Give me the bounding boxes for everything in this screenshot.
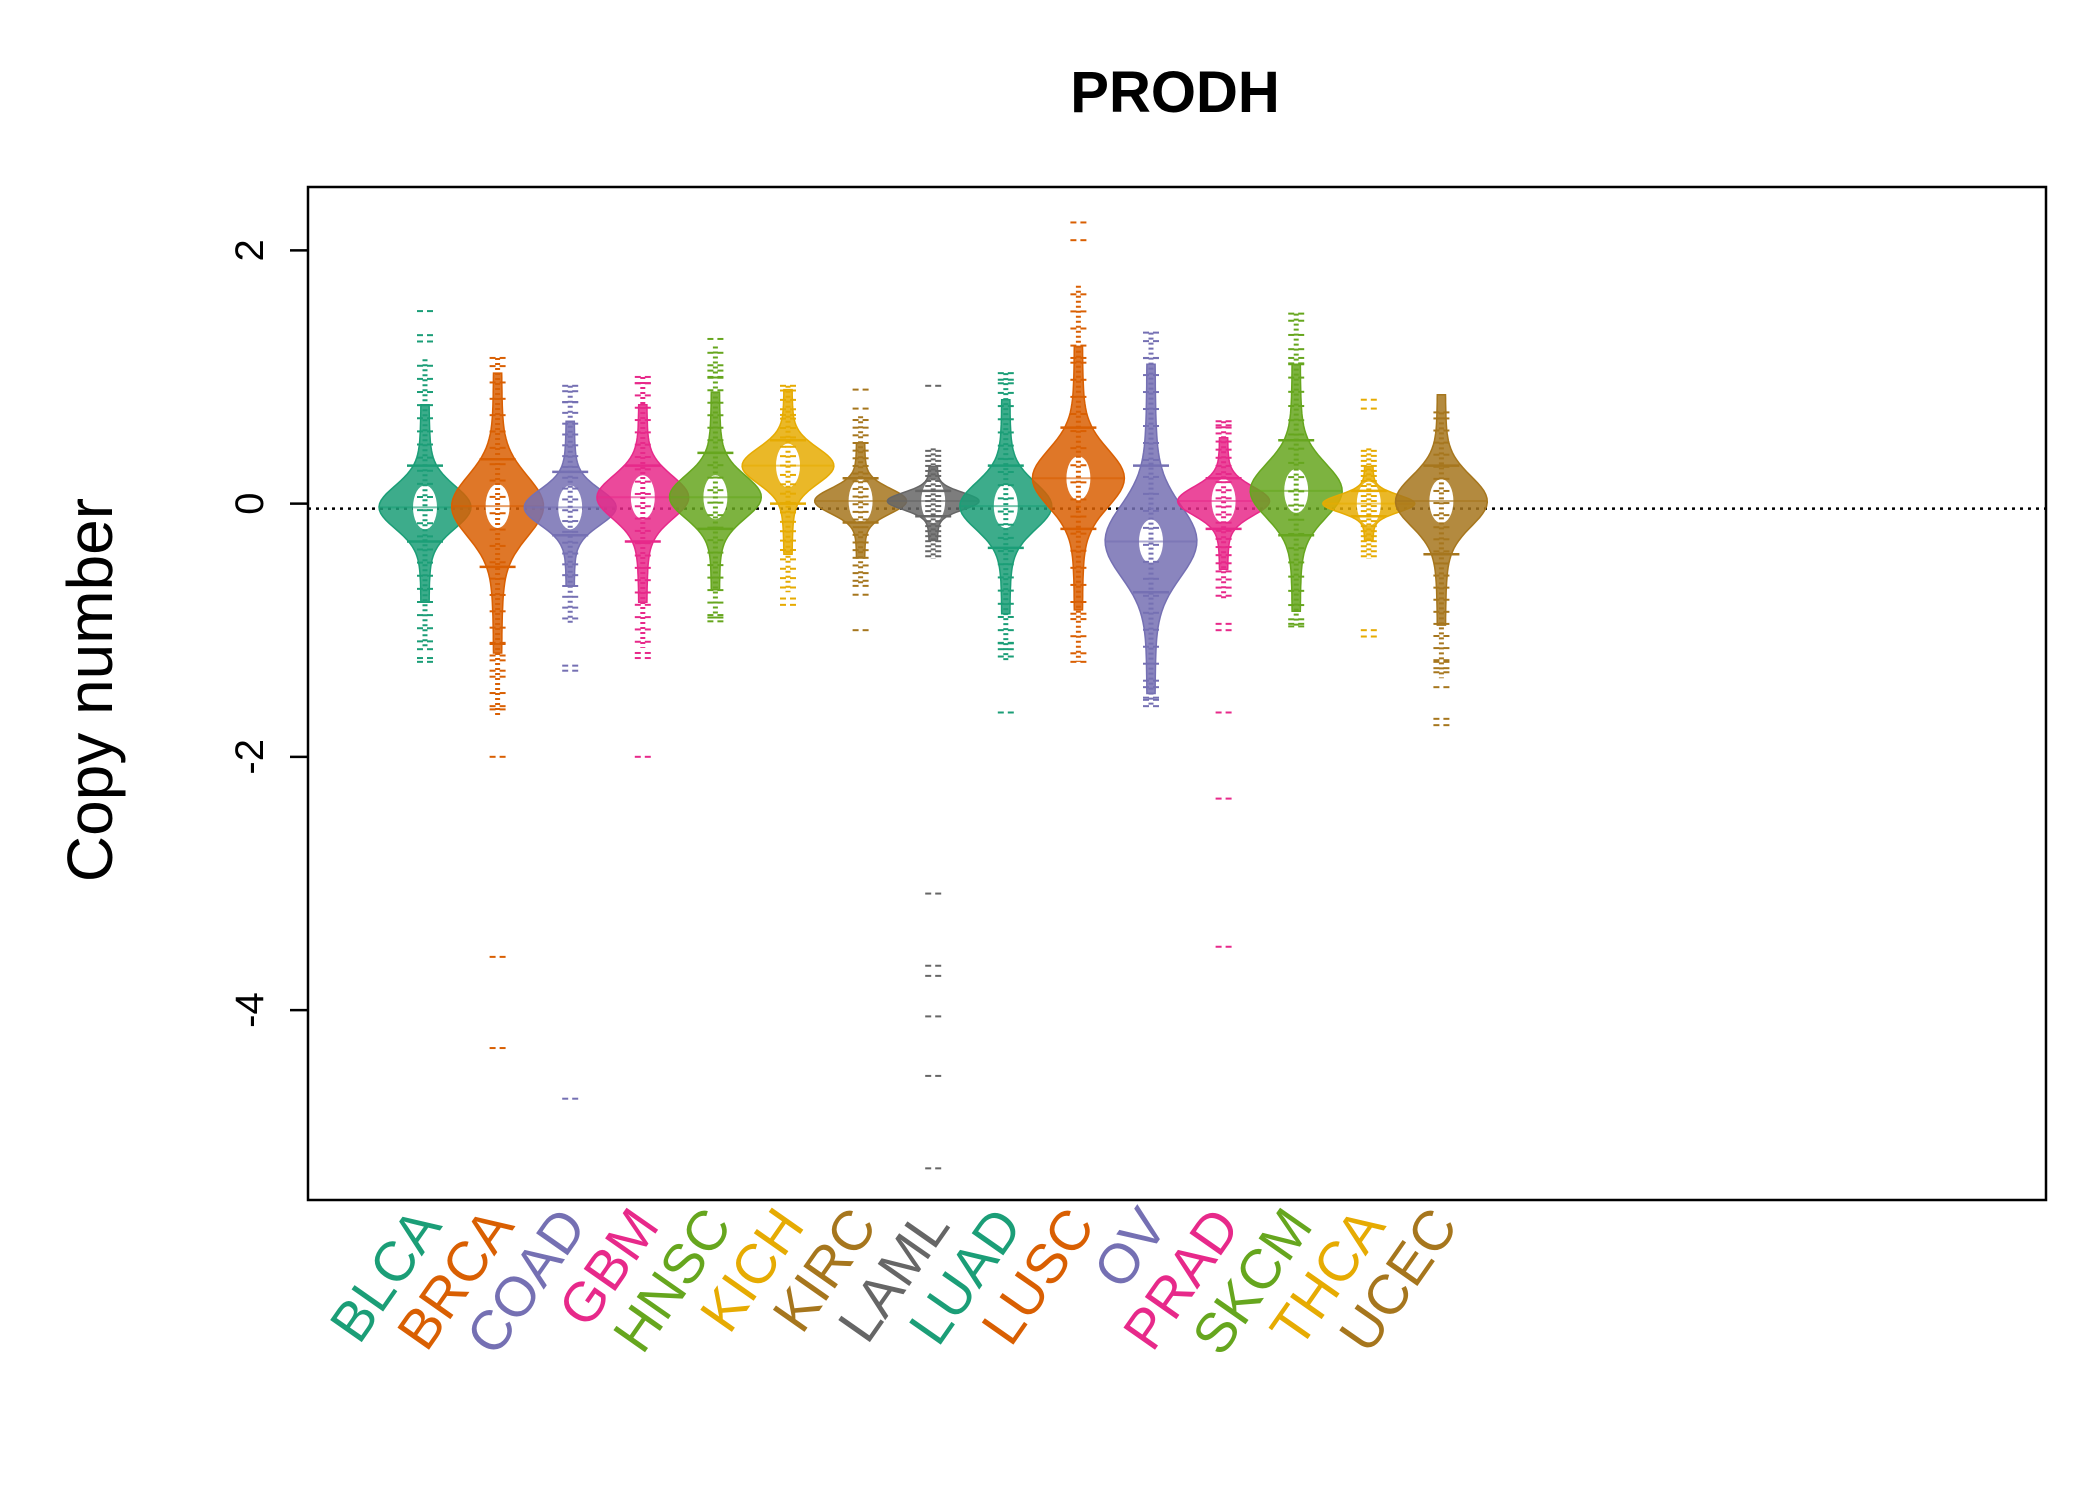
bean-brca: [450, 356, 545, 1050]
bean-hnsc: [668, 337, 763, 623]
bean-gbm: [596, 375, 690, 758]
beans-group: [378, 221, 1489, 1170]
bean-ucec: [1394, 393, 1489, 727]
bean-thca: [1322, 398, 1416, 638]
bean-ov: [1104, 331, 1198, 708]
plot-frame: [306, 185, 2048, 1202]
bean-lusc: [1031, 221, 1126, 663]
bean-laml: [886, 384, 980, 1170]
bean-coad: [523, 384, 617, 1100]
bean-blca: [378, 310, 472, 663]
y-tick-label: 2: [228, 239, 272, 261]
y-tick-label: -4: [228, 992, 272, 1028]
bean-skcm: [1249, 312, 1343, 628]
bean-kich: [741, 384, 835, 606]
y-axis: 2 0 -2 -4: [228, 239, 308, 1028]
category-labels: BLCABRCACOADGBMHNSCKICHKIRCLAMLLUADLUSCO…: [317, 1196, 1469, 1365]
y-tick-label: 0: [228, 492, 272, 514]
bean-prad: [1176, 420, 1271, 948]
bean-luad: [959, 372, 1053, 714]
y-tick-label: -2: [228, 739, 272, 775]
chart-title: PRODH: [1070, 60, 1279, 125]
bean-kirc: [813, 388, 908, 632]
y-axis-label: Copy number: [54, 498, 126, 882]
